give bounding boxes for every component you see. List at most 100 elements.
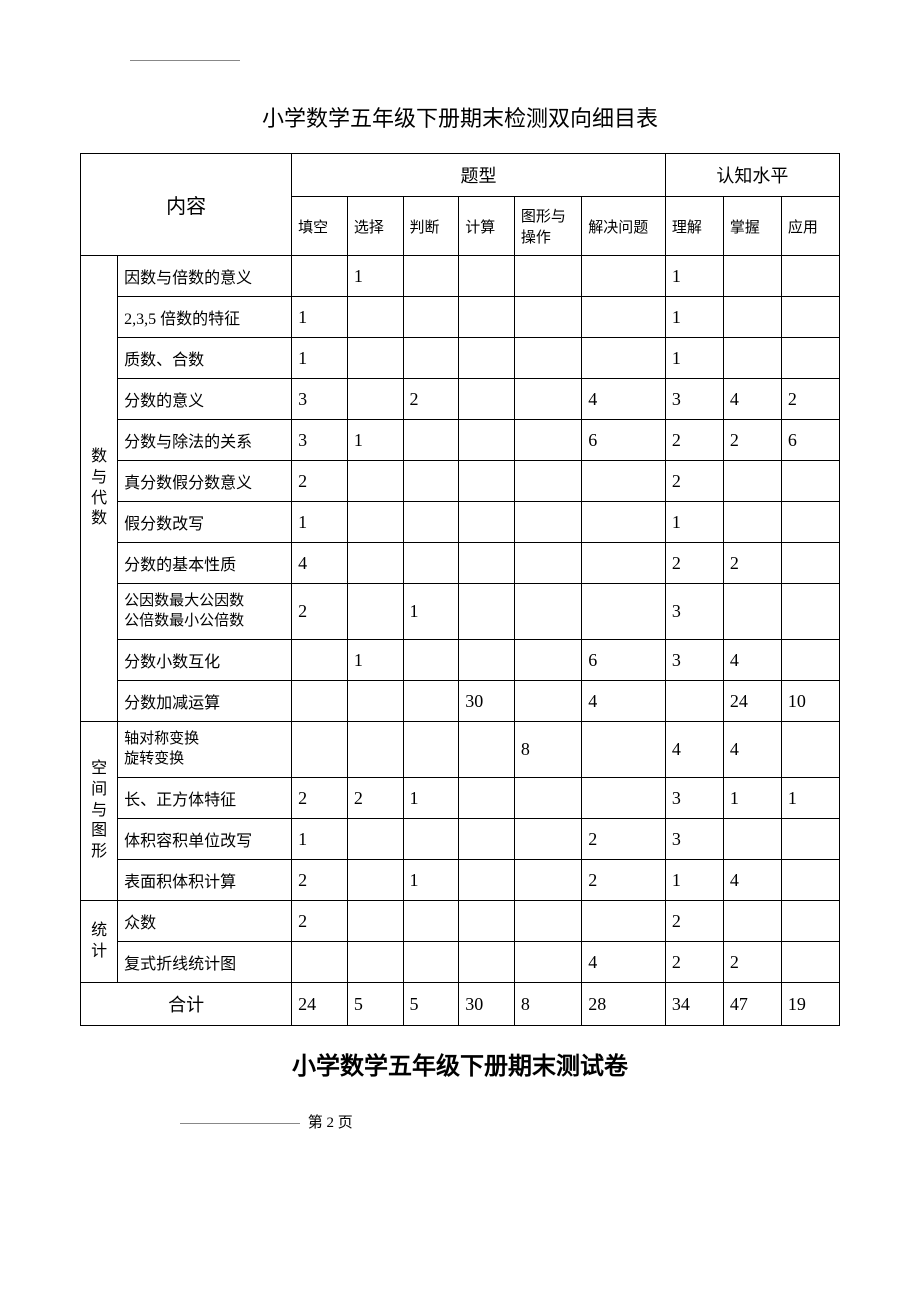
table-cell [665,681,723,722]
topic-cell: 分数的意义 [118,379,292,420]
table-cell: 1 [347,640,403,681]
table-cell [292,681,348,722]
table-cell: 6 [582,640,666,681]
table-cell [403,543,459,584]
table-cell [403,297,459,338]
table-cell [514,502,581,543]
table-cell [403,722,459,778]
table-cell [292,722,348,778]
table-cell: 3 [292,379,348,420]
table-cell: 1 [665,297,723,338]
specification-table: 内容 题型 认知水平 填空 选择 判断 计算 图形与操作 解决问题 理解 掌握 … [80,153,840,1026]
table-cell [514,819,581,860]
topic-cell: 表面积体积计算 [118,860,292,901]
table-cell [514,584,581,640]
table-cell [781,584,839,640]
topic-cell: 复式折线统计图 [118,942,292,983]
table-cell [459,461,515,502]
table-cell [347,819,403,860]
table-cell [723,502,781,543]
table-cell [514,256,581,297]
table-cell [582,338,666,379]
table-cell [459,942,515,983]
table-cell [514,379,581,420]
table-cell: 2 [781,379,839,420]
table-cell: 24 [723,681,781,722]
table-cell: 3 [665,379,723,420]
table-cell: 2 [582,819,666,860]
topic-cell: 众数 [118,901,292,942]
table-cell [514,901,581,942]
table-row: 真分数假分数意义22 [81,461,840,502]
table-cell: 2 [582,860,666,901]
table-cell: 2 [403,379,459,420]
top-rule [130,60,240,61]
table-row: 体积容积单位改写123 [81,819,840,860]
table-cell: 1 [347,256,403,297]
table-cell [403,338,459,379]
table-cell: 19 [781,983,839,1026]
table-cell: 2 [292,461,348,502]
document-page: 小学数学五年级下册期末检测双向细目表 内容 题型 认知水平 填空 选择 判断 计… [0,0,920,1172]
topic-cell: 分数加减运算 [118,681,292,722]
topic-cell: 长、正方体特征 [118,778,292,819]
table-cell [347,379,403,420]
table-cell [781,901,839,942]
table-cell: 1 [723,778,781,819]
table-cell: 34 [665,983,723,1026]
category-label: 空间与图形 [91,759,107,863]
footer-suffix: 页 [338,1115,353,1131]
topic-cell: 因数与倍数的意义 [118,256,292,297]
table-cell: 1 [403,584,459,640]
total-label: 合计 [81,983,292,1026]
table-cell [347,942,403,983]
header-master: 掌握 [723,197,781,256]
table-cell [459,543,515,584]
table-cell [781,256,839,297]
table-row: 数与代数因数与倍数的意义11 [81,256,840,297]
table-cell [347,901,403,942]
table-cell: 5 [347,983,403,1026]
table-cell [459,640,515,681]
table-cell [723,256,781,297]
table-row: 表面积体积计算21214 [81,860,840,901]
table-cell: 1 [292,502,348,543]
footer-prefix: 第 [308,1115,323,1131]
table-cell [514,860,581,901]
table-cell: 2 [347,778,403,819]
table-cell: 8 [514,983,581,1026]
header-calc: 计算 [459,197,515,256]
table-cell [723,461,781,502]
table-cell [781,819,839,860]
table-cell [459,297,515,338]
footer-rule [180,1123,300,1124]
table-cell: 2 [723,420,781,461]
table-row: 分数的意义324342 [81,379,840,420]
table-cell [459,584,515,640]
table-cell [347,584,403,640]
table-cell: 4 [723,860,781,901]
table-cell: 2 [292,584,348,640]
table-row: 2,3,5 倍数的特征11 [81,297,840,338]
category-cell: 数与代数 [81,256,118,722]
table-cell: 1 [403,778,459,819]
table-cell [582,502,666,543]
category-cell: 统计 [81,901,118,983]
subtitle: 小学数学五年级下册期末测试卷 [80,1046,840,1081]
table-body: 数与代数因数与倍数的意义112,3,5 倍数的特征11质数、合数11分数的意义3… [81,256,840,1026]
table-cell [781,640,839,681]
table-cell [514,543,581,584]
table-head: 内容 题型 认知水平 填空 选择 判断 计算 图形与操作 解决问题 理解 掌握 … [81,154,840,256]
table-cell [459,819,515,860]
table-cell: 2 [723,942,781,983]
table-cell [403,942,459,983]
table-cell [403,420,459,461]
table-cell [347,722,403,778]
table-cell: 4 [723,379,781,420]
table-cell: 6 [582,420,666,461]
table-row: 分数小数互化1634 [81,640,840,681]
table-cell [292,942,348,983]
table-cell [403,681,459,722]
page-footer: 第 2 页 [180,1111,840,1132]
table-cell [781,502,839,543]
